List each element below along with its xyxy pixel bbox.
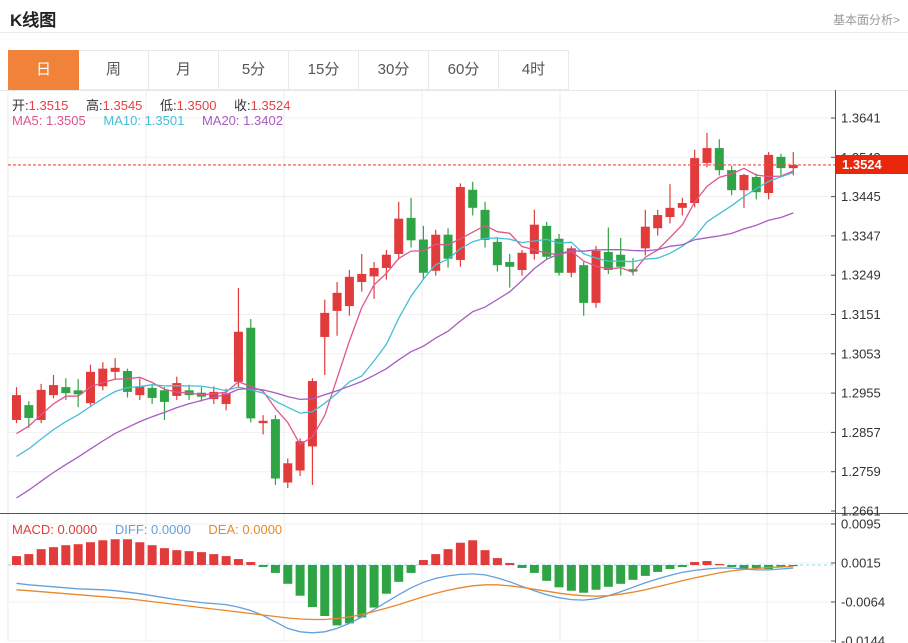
tab-month[interactable]: 月 xyxy=(149,50,219,90)
current-price-badge: 1.3524 xyxy=(836,155,908,174)
period-tabs: 日 周 月 5分 15分 30分 60分 4时 xyxy=(8,50,569,90)
svg-text:-0.0144: -0.0144 xyxy=(841,634,885,643)
fundamental-analysis-link[interactable]: 基本面分析> xyxy=(832,13,900,27)
macd-label: MACD: xyxy=(12,522,54,537)
tab-15min[interactable]: 15分 xyxy=(289,50,359,90)
ma-info: MA5: 1.3505 MA10: 1.3501 MA20: 1.3402 xyxy=(12,113,297,128)
kline-chart-svg[interactable]: 1.36411.35431.34451.33471.32491.31511.30… xyxy=(0,90,908,643)
ma10-value: 1.3501 xyxy=(144,113,185,128)
header: K线图 基本面分析> xyxy=(0,0,908,33)
dea-value: 0.0000 xyxy=(242,522,283,537)
tab-30min[interactable]: 30分 xyxy=(359,50,429,90)
svg-text:1.2857: 1.2857 xyxy=(841,425,881,440)
svg-text:1.2661: 1.2661 xyxy=(841,504,881,519)
ma10-label: MA10: xyxy=(103,113,141,128)
chart-area[interactable]: 1.36411.35431.34451.33471.32491.31511.30… xyxy=(0,90,908,643)
open-label: 开: xyxy=(12,98,29,113)
high-value: 1.3545 xyxy=(102,98,143,113)
open-value: 1.3515 xyxy=(28,98,69,113)
diff-label: DIFF: xyxy=(114,522,148,537)
ohlc-info: 开:1.3515 高:1.3545 低:1.3500 收:1.3524 xyxy=(12,95,304,114)
svg-text:-0.0064: -0.0064 xyxy=(841,595,885,610)
svg-text:1.3641: 1.3641 xyxy=(841,111,881,126)
ma20-value: 1.3402 xyxy=(243,113,283,128)
low-value: 1.3500 xyxy=(176,98,217,113)
svg-text:0.0095: 0.0095 xyxy=(841,517,881,532)
svg-text:1.3151: 1.3151 xyxy=(841,307,881,322)
tab-4hour[interactable]: 4时 xyxy=(499,50,569,90)
svg-text:1.3347: 1.3347 xyxy=(841,228,881,243)
tab-day[interactable]: 日 xyxy=(8,50,79,90)
close-value: 1.3524 xyxy=(250,98,291,113)
diff-value: 0.0000 xyxy=(151,522,191,537)
ma20-label: MA20: xyxy=(201,113,240,128)
svg-text:1.3249: 1.3249 xyxy=(841,268,881,283)
macd-value: 0.0000 xyxy=(57,522,98,537)
svg-text:1.2955: 1.2955 xyxy=(841,386,881,401)
low-label: 低: xyxy=(160,98,177,113)
tab-60min[interactable]: 60分 xyxy=(429,50,499,90)
ma5-label: MA5: xyxy=(12,113,43,128)
svg-text:1.3445: 1.3445 xyxy=(841,189,881,204)
svg-text:1.3053: 1.3053 xyxy=(841,346,881,361)
ma5-value: 1.3505 xyxy=(45,113,86,128)
svg-text:1.2759: 1.2759 xyxy=(841,464,881,479)
dea-label: DEA: xyxy=(208,522,239,537)
tab-week[interactable]: 周 xyxy=(79,50,149,90)
page-title: K线图 xyxy=(10,11,57,30)
svg-text:0.0015: 0.0015 xyxy=(841,556,881,571)
tab-5min[interactable]: 5分 xyxy=(219,50,289,90)
high-label: 高: xyxy=(86,98,103,113)
close-label: 收: xyxy=(234,98,251,113)
macd-info: MACD: 0.0000 DIFF: 0.0000 DEA: 0.0000 xyxy=(12,522,296,537)
